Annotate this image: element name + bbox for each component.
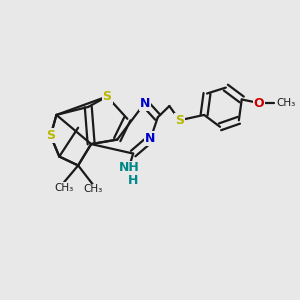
- Text: CH₃: CH₃: [83, 184, 102, 194]
- Text: CH₃: CH₃: [277, 98, 296, 108]
- Text: S: S: [175, 114, 184, 127]
- Text: S: S: [103, 90, 112, 103]
- Text: N: N: [145, 132, 156, 145]
- Text: N: N: [140, 97, 150, 110]
- Text: O: O: [254, 97, 264, 110]
- Text: S: S: [46, 129, 55, 142]
- Text: NH: NH: [118, 161, 139, 174]
- Text: H: H: [128, 174, 138, 187]
- Text: CH₃: CH₃: [54, 183, 73, 193]
